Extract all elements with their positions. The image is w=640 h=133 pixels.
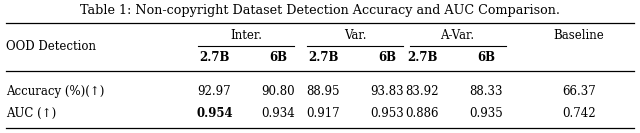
Text: OOD Detection: OOD Detection (6, 40, 97, 53)
Text: 6B: 6B (378, 51, 396, 64)
Text: Inter.: Inter. (230, 29, 262, 42)
Text: 2.7B: 2.7B (308, 51, 339, 64)
Text: 90.80: 90.80 (262, 85, 295, 98)
Text: 0.934: 0.934 (262, 107, 295, 120)
Text: 0.886: 0.886 (406, 107, 439, 120)
Text: 93.83: 93.83 (371, 85, 404, 98)
Text: 0.742: 0.742 (563, 107, 596, 120)
Text: 6B: 6B (477, 51, 495, 64)
Text: 2.7B: 2.7B (199, 51, 230, 64)
Text: 0.954: 0.954 (196, 107, 233, 120)
Text: 0.917: 0.917 (307, 107, 340, 120)
Text: 0.935: 0.935 (470, 107, 503, 120)
Text: 92.97: 92.97 (198, 85, 231, 98)
Text: 2.7B: 2.7B (407, 51, 438, 64)
Text: Baseline: Baseline (554, 29, 605, 42)
Text: 83.92: 83.92 (406, 85, 439, 98)
Text: Accuracy (%)(↑): Accuracy (%)(↑) (6, 85, 105, 98)
Text: Table 1: Non-copyright Dataset Detection Accuracy and AUC Comparison.: Table 1: Non-copyright Dataset Detection… (80, 4, 560, 17)
Text: 0.953: 0.953 (371, 107, 404, 120)
Text: Var.: Var. (344, 29, 367, 42)
Text: 6B: 6B (269, 51, 287, 64)
Text: 88.33: 88.33 (470, 85, 503, 98)
Text: A-Var.: A-Var. (440, 29, 475, 42)
Text: 88.95: 88.95 (307, 85, 340, 98)
Text: AUC (↑): AUC (↑) (6, 107, 57, 120)
Text: 66.37: 66.37 (563, 85, 596, 98)
